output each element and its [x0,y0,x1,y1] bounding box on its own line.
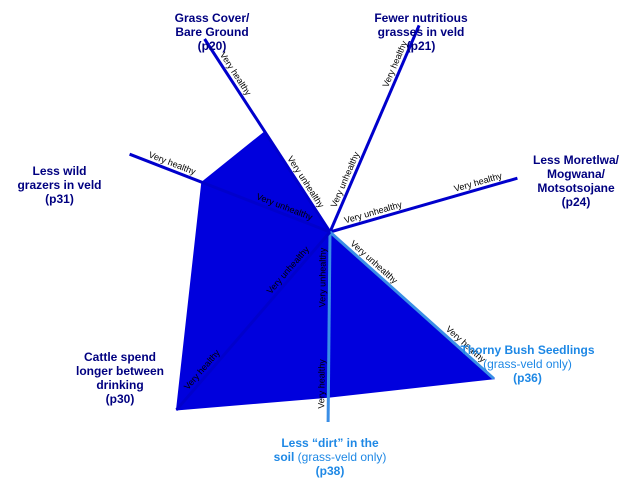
axis-title-grass-cover: Grass Cover/ Bare Ground (p20) [174,11,250,53]
axis-title-cattle-drinking: Cattle spend longer between drinking (p3… [75,350,164,406]
tick-outer-dirt: Very healthy [316,359,327,409]
axis-title-dirt-in-soil: Less “dirt” in the soil (grass-veld only… [273,436,387,478]
health-area [175,130,496,411]
tick-inner-dirt: Very unhealthy [317,247,328,307]
tick-outer-grass: Very healthy [218,50,254,97]
axis-line-wild [129,152,331,234]
axis-line-grasses [328,24,421,233]
axis-title-wild-grazers: Less wild grazers in veld (p31) [17,164,102,206]
axis-line-moretlwa [329,176,518,234]
axis-title-moretlwa: Less Moretlwa/ Mogwana/ Motsotsojane (p2… [532,153,620,209]
axis-line-dirt [326,231,332,423]
axis-line-cattle [175,231,332,411]
axis-line-thorny [328,230,495,380]
axes-layer [129,24,518,423]
axis-line-grass [203,38,332,233]
axis-title-thorny-bush: Thorny Bush Seedlings (grass-veld only) … [460,343,595,385]
axis-title-nutritious-grasses: Fewer nutritious grasses in veld (p21) [374,11,468,53]
